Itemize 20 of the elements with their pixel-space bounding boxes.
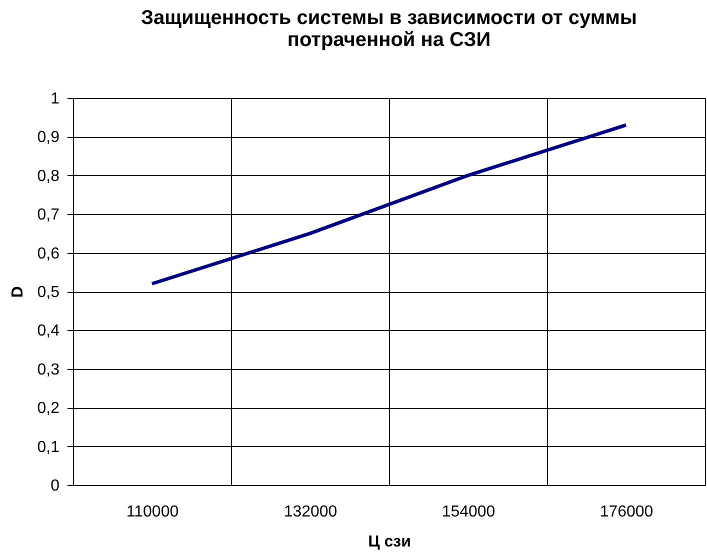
y-axis-title: D: [9, 286, 26, 298]
x-axis-title: Ц сзи: [368, 534, 411, 550]
y-tick-label: 0,2: [37, 400, 60, 418]
y-tick-label: 0,5: [37, 284, 60, 301]
x-tick-label: 154000: [442, 504, 496, 520]
text: Защищенность системы в зависимости от суммы: [141, 7, 637, 29]
y-tick-label: 0,7: [37, 206, 60, 224]
y-tick-label: 0,1: [37, 438, 60, 456]
y-tick-label: 0: [50, 478, 60, 494]
x-tick-label: 176000: [600, 504, 654, 520]
y-tick-label: 1: [50, 90, 60, 108]
y-tick-label: 0,4: [37, 322, 60, 340]
x-tick-label: 132000: [284, 504, 338, 520]
y-tick-label: 0,8: [37, 168, 60, 185]
text: потраченной на СЗИ: [287, 29, 491, 51]
line-series: [150, 123, 628, 286]
y-tick-label: 0,3: [37, 361, 60, 378]
x-tick-label: 110000: [126, 504, 179, 520]
y-tick-label: 0,9: [37, 129, 60, 146]
y-tick-label: 0,6: [37, 245, 60, 262]
